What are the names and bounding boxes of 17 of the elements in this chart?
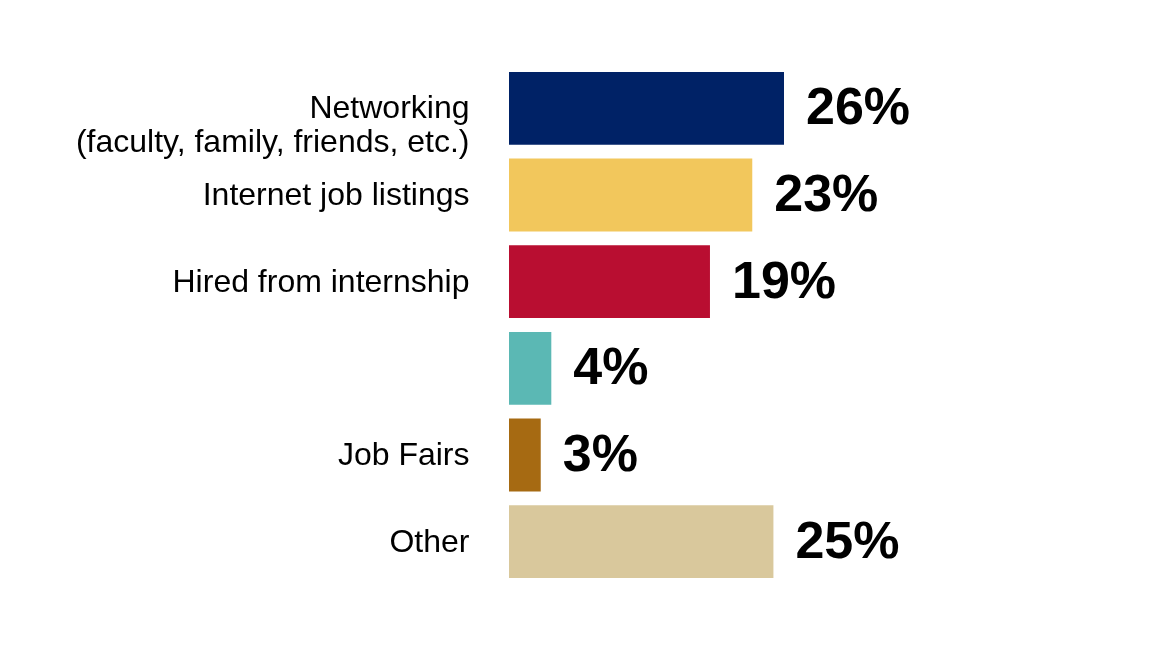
bar — [509, 331, 552, 405]
y-tick-label: Networking (faculty, family, friends, etc.) — [75, 89, 470, 160]
y-tick-label: Job Fairs — [337, 436, 470, 472]
y-tick-label: Other — [389, 522, 470, 559]
data-label: 23% — [774, 164, 879, 222]
y-tick-label: Internet job listings — [202, 176, 470, 212]
data-label: 3% — [562, 424, 638, 482]
data-label: 4% — [573, 337, 649, 396]
bar — [509, 158, 753, 232]
data-label: 26% — [806, 77, 911, 136]
bar — [509, 71, 784, 145]
y-tick-label: Hired from internship — [172, 262, 470, 299]
data-label: 19% — [731, 250, 837, 309]
bar — [509, 245, 710, 319]
data-label: 25% — [795, 510, 900, 569]
bar — [509, 505, 774, 579]
bar — [509, 418, 541, 492]
